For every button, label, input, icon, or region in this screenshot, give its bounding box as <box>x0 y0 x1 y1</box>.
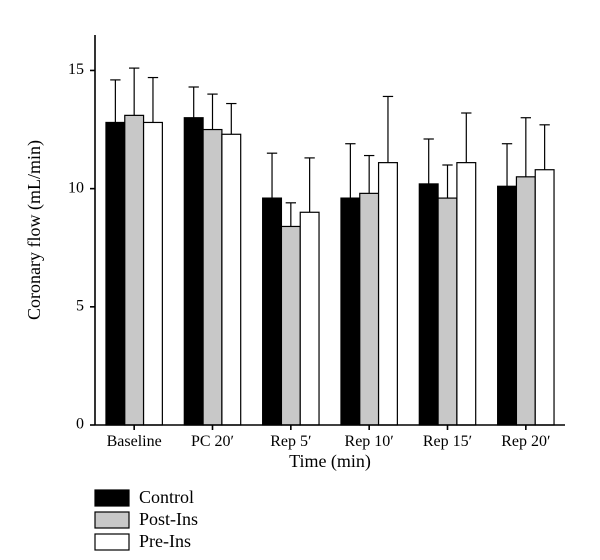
bar-control <box>498 186 517 425</box>
y-tick-label: 0 <box>76 416 84 433</box>
bar-pre-ins <box>379 163 398 425</box>
y-tick-label: 15 <box>68 61 84 78</box>
bar-post-ins <box>438 198 457 425</box>
x-tick-label: Rep 20ʹ <box>501 433 550 450</box>
chart-svg: 0 5 10 15 Baseline PC 20ʹ Rep 5ʹ Rep 10ʹ Rep 15ʹ… <box>0 0 600 560</box>
bar-pre-ins <box>535 170 554 425</box>
x-tick-label: Rep 10ʹ <box>345 433 394 450</box>
bar-pre-ins <box>300 212 319 425</box>
x-tick-label: Baseline <box>107 433 162 450</box>
bar-control <box>184 118 203 425</box>
legend-swatch <box>95 534 129 550</box>
legend-label: Pre-Ins <box>139 531 191 551</box>
bar-post-ins <box>516 177 535 425</box>
legend-swatch <box>95 512 129 528</box>
bar-control <box>419 184 438 425</box>
bar-post-ins <box>203 130 222 425</box>
bar-pre-ins <box>222 134 241 425</box>
bar-control <box>106 122 125 425</box>
x-tick-label: Rep 5ʹ <box>270 433 311 450</box>
bar-post-ins <box>281 226 300 425</box>
y-tick-label: 10 <box>68 179 84 196</box>
bar-pre-ins <box>144 122 163 425</box>
bar-control <box>341 198 360 425</box>
legend-swatch <box>95 490 129 506</box>
bar-post-ins <box>125 115 144 425</box>
y-tick-label: 5 <box>76 297 84 314</box>
x-tick-label: PC 20ʹ <box>191 433 234 450</box>
coronary-flow-chart: 0 5 10 15 Baseline PC 20ʹ Rep 5ʹ Rep 10ʹ Rep 15ʹ… <box>0 0 600 560</box>
bar-pre-ins <box>457 163 476 425</box>
legend-label: Post-Ins <box>139 509 198 529</box>
bar-post-ins <box>360 193 379 425</box>
x-tick-label: Rep 15ʹ <box>423 433 472 450</box>
legend-label: Control <box>139 487 194 507</box>
y-axis-label: Coronary flow (mL/min) <box>24 140 45 320</box>
bar-control <box>263 198 282 425</box>
x-axis-label: Time (min) <box>289 451 371 472</box>
